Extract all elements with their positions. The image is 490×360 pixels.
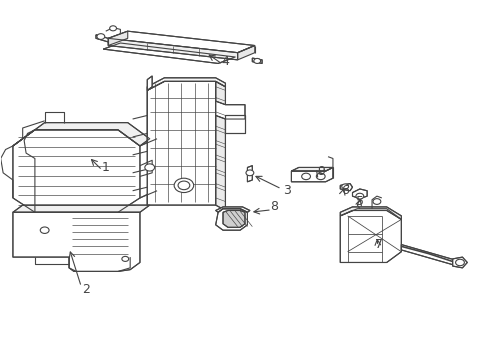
Polygon shape — [147, 81, 216, 205]
Polygon shape — [108, 31, 255, 53]
Polygon shape — [103, 43, 235, 63]
Circle shape — [122, 256, 129, 261]
Text: 5: 5 — [356, 195, 364, 208]
Polygon shape — [147, 76, 152, 90]
Polygon shape — [401, 244, 458, 266]
Text: 6: 6 — [341, 184, 349, 197]
Text: 3: 3 — [283, 184, 291, 197]
Circle shape — [97, 34, 105, 40]
Polygon shape — [453, 257, 467, 268]
Polygon shape — [238, 45, 255, 60]
Circle shape — [317, 173, 325, 180]
Polygon shape — [147, 78, 225, 90]
Circle shape — [356, 193, 364, 199]
Polygon shape — [340, 209, 401, 262]
Polygon shape — [292, 167, 333, 182]
Circle shape — [254, 58, 261, 63]
Polygon shape — [292, 167, 333, 171]
Text: 7: 7 — [375, 238, 383, 251]
Circle shape — [342, 184, 348, 189]
Circle shape — [110, 26, 117, 31]
Polygon shape — [216, 207, 250, 212]
Circle shape — [145, 164, 155, 171]
Polygon shape — [13, 212, 140, 271]
Polygon shape — [340, 184, 352, 191]
Text: 4: 4 — [221, 55, 229, 68]
Polygon shape — [13, 130, 140, 212]
Text: 8: 8 — [270, 201, 278, 213]
Text: 1: 1 — [102, 161, 110, 174]
Circle shape — [40, 227, 49, 233]
Polygon shape — [216, 101, 245, 119]
Polygon shape — [225, 116, 245, 134]
Circle shape — [246, 170, 254, 176]
Polygon shape — [216, 209, 247, 230]
Polygon shape — [252, 58, 262, 63]
Polygon shape — [352, 189, 367, 199]
Polygon shape — [216, 81, 225, 211]
Text: 2: 2 — [82, 283, 90, 296]
Circle shape — [373, 199, 381, 204]
Polygon shape — [108, 39, 238, 60]
Polygon shape — [13, 205, 150, 212]
Polygon shape — [223, 211, 245, 227]
Text: 9: 9 — [317, 165, 325, 177]
Circle shape — [178, 181, 190, 190]
Circle shape — [302, 173, 311, 180]
Circle shape — [174, 178, 194, 193]
Polygon shape — [96, 35, 108, 42]
Polygon shape — [13, 123, 150, 146]
Polygon shape — [108, 31, 128, 45]
Circle shape — [456, 259, 465, 266]
Polygon shape — [340, 207, 401, 220]
Polygon shape — [247, 166, 252, 182]
